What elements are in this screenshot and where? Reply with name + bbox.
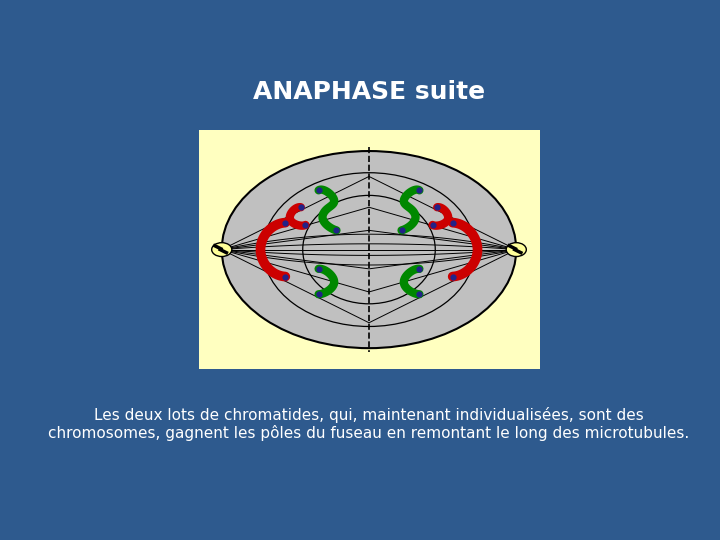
Ellipse shape [212, 242, 232, 256]
Text: chromosomes, gagnent les pôles du fuseau en remontant le long des microtubules.: chromosomes, gagnent les pôles du fuseau… [48, 425, 690, 441]
Text: ANAPHASE suite: ANAPHASE suite [253, 80, 485, 104]
Ellipse shape [506, 242, 526, 256]
Text: Les deux lots de chromatides, qui, maintenant individualisées, sont des: Les deux lots de chromatides, qui, maint… [94, 407, 644, 423]
Ellipse shape [222, 151, 516, 348]
Bar [199, 130, 539, 369]
